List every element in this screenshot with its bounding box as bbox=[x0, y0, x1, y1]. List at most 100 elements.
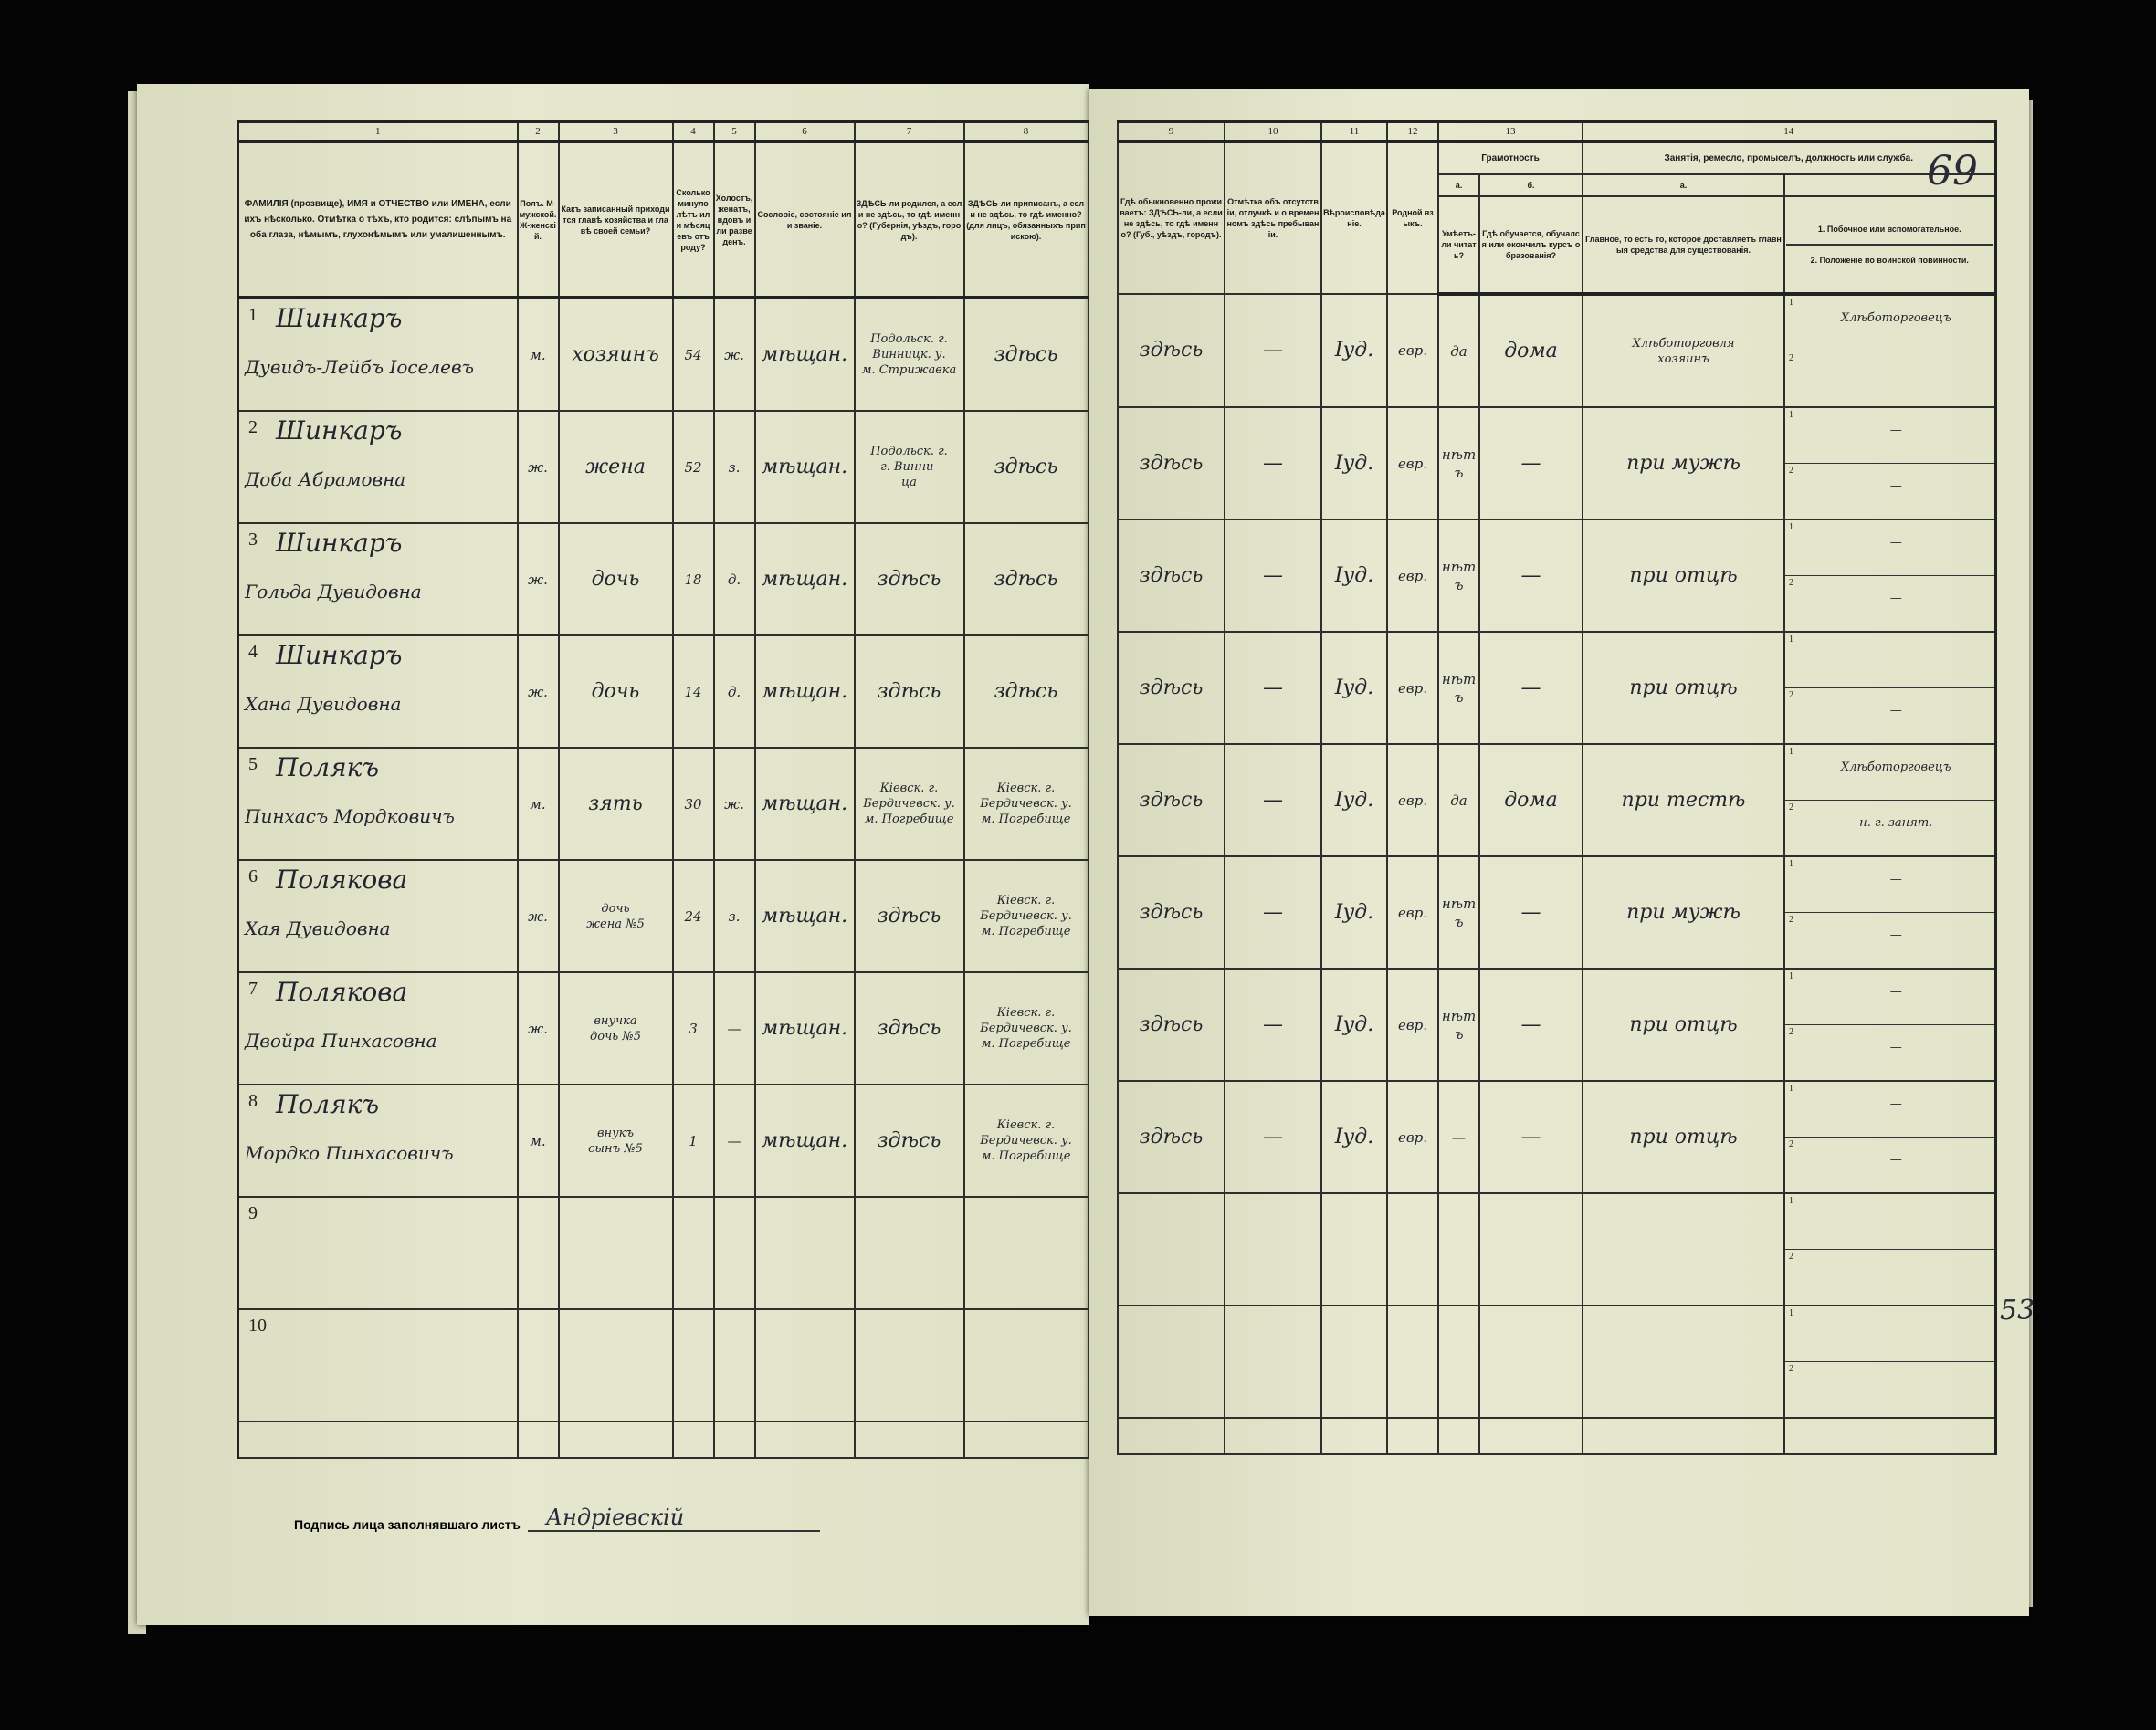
residence-cell: здѣсь bbox=[1117, 743, 1225, 857]
born-cell: здѣсь bbox=[853, 634, 965, 749]
table-row: 4 Шинкаръ Хана Дувидовна ж. дочь 14 д. мѣщан. зд… bbox=[237, 634, 1089, 749]
column-header: Сословіе, состояніе или званіе. bbox=[753, 141, 856, 299]
column-header: Родной языкъ. bbox=[1386, 141, 1439, 295]
person-name-cell: 8 Полякъ Мордко Пинхасовичъ bbox=[237, 1084, 519, 1198]
language-cell: евр. bbox=[1386, 519, 1439, 633]
language-cell bbox=[1386, 1192, 1439, 1306]
registered-cell: Кіевск. г. Бердичевск. у. м. Погребище bbox=[962, 859, 1089, 973]
column-group-occupation: Занятія, ремесло, промыселъ, должность и… bbox=[1582, 141, 1996, 175]
relation-cell: дочь bbox=[557, 634, 674, 749]
column-letter: а. bbox=[1582, 173, 1785, 197]
literate-cell: да bbox=[1437, 743, 1480, 857]
blank-cell bbox=[237, 1421, 519, 1459]
row-number: 1 bbox=[248, 305, 258, 325]
registered-cell: Кіевск. г. Бердичевск. у. м. Погребище bbox=[962, 1084, 1089, 1198]
blank-cell bbox=[1320, 1417, 1388, 1455]
column-header: Гдѣ обучается, обучался или окончилъ кур… bbox=[1478, 195, 1583, 296]
given-name: Пинхасъ Мордковичъ bbox=[245, 805, 455, 827]
sex-cell bbox=[516, 1308, 560, 1422]
relation-cell bbox=[557, 1308, 674, 1422]
column-number: 2 bbox=[516, 120, 560, 143]
marital-cell: д. bbox=[712, 634, 756, 749]
age-cell: 14 bbox=[671, 634, 715, 749]
occupation-cell: Хлѣботорговля хозяинъ bbox=[1582, 293, 1785, 408]
education-cell: — bbox=[1478, 1080, 1583, 1194]
religion-cell: Іуд. bbox=[1320, 519, 1388, 633]
marital-cell: з. bbox=[712, 859, 756, 973]
blank-cell bbox=[1582, 1417, 1785, 1455]
residence-cell: здѣсь bbox=[1117, 1080, 1225, 1194]
sheet-number: 69 bbox=[1927, 148, 1978, 194]
relation-cell: жена bbox=[557, 410, 674, 524]
secondary-occupation-cell: 1 Хлѣботорговецъ 2 н. г. занят. bbox=[1783, 743, 1996, 857]
column-header: Гдѣ обыкновенно проживаетъ: ЗДѢСЬ-ли, а … bbox=[1117, 141, 1225, 295]
secondary-occupation-cell: 1—2— bbox=[1783, 968, 1996, 1082]
row-number: 6 bbox=[248, 866, 258, 886]
secondary-occupation: — bbox=[1889, 648, 1902, 662]
literate-cell: да bbox=[1437, 293, 1480, 408]
age-cell: 30 bbox=[671, 747, 715, 861]
occupation-cell: при мужѣ bbox=[1582, 406, 1785, 520]
secondary-occupation-cell: 1—2— bbox=[1783, 855, 1996, 970]
sex-cell: м. bbox=[516, 747, 560, 861]
column-header: Сколько минуло лѣтъ или мѣсяцевъ отъ род… bbox=[671, 141, 715, 299]
surname: Полякова bbox=[276, 865, 408, 895]
table-row: здѣсь — Іуд. евр. нѣтъ — при отцѣ 1—2— bbox=[1117, 631, 1996, 745]
education-cell bbox=[1478, 1192, 1583, 1306]
blank-cell bbox=[1478, 1417, 1583, 1455]
sex-cell bbox=[516, 1196, 560, 1310]
military-status: — bbox=[1889, 592, 1902, 605]
blank-cell bbox=[962, 1421, 1089, 1459]
sex-cell: ж. bbox=[516, 410, 560, 524]
person-name-cell: 2 Шинкаръ Доба Абрамовна bbox=[237, 410, 519, 524]
absence-cell: — bbox=[1224, 293, 1322, 408]
row-number: 2 bbox=[248, 417, 258, 437]
signature-line: Подпись лица заполнявшаго листъ Андріевс… bbox=[294, 1505, 820, 1532]
occupation-cell bbox=[1582, 1305, 1785, 1419]
column-number: 8 bbox=[962, 120, 1089, 143]
estate-cell: мѣщан. bbox=[753, 747, 856, 861]
estate-cell: мѣщан. bbox=[753, 634, 856, 749]
secondary-occupation: — bbox=[1889, 873, 1902, 886]
estate-cell: мѣщан. bbox=[753, 297, 856, 412]
education-cell: — bbox=[1478, 968, 1583, 1082]
signature-value: Андріевскій bbox=[527, 1505, 820, 1532]
registered-cell: здѣсь bbox=[962, 634, 1089, 749]
literate-cell: нѣтъ bbox=[1437, 631, 1480, 745]
marital-cell: — bbox=[712, 1084, 756, 1198]
language-cell: евр. bbox=[1386, 855, 1439, 970]
registered-cell: Кіевск. г. Бердичевск. у. м. Погребище bbox=[962, 747, 1089, 861]
residence-cell: здѣсь bbox=[1117, 406, 1225, 520]
table-row: здѣсь — Іуд. евр. — — при отцѣ 1—2— bbox=[1117, 1080, 1996, 1194]
person-name-cell: 1 Шинкаръ Дувидъ-Лейбъ Іоселевъ bbox=[237, 297, 519, 412]
absence-cell: — bbox=[1224, 406, 1322, 520]
blank-cell bbox=[712, 1421, 756, 1459]
table-row: здѣсь — Іуд. евр. да дома при тестѣ 1 Хлѣботорго… bbox=[1117, 743, 1996, 857]
estate-cell: мѣщан. bbox=[753, 410, 856, 524]
registered-cell: здѣсь bbox=[962, 297, 1089, 412]
column-number: 4 bbox=[671, 120, 715, 143]
born-cell: Подольск. г. г. Винни- ца bbox=[853, 410, 965, 524]
language-cell bbox=[1386, 1305, 1439, 1419]
religion-cell: Іуд. bbox=[1320, 743, 1388, 857]
age-cell: 52 bbox=[671, 410, 715, 524]
religion-cell: Іуд. bbox=[1320, 406, 1388, 520]
surname: Шинкаръ bbox=[276, 640, 403, 670]
registered-cell bbox=[962, 1308, 1089, 1422]
table-row: 3 Шинкаръ Гольда Дувидовна ж. дочь 18 д. мѣщан.… bbox=[237, 522, 1089, 636]
table-row: 10 bbox=[237, 1308, 1089, 1422]
religion-cell: Іуд. bbox=[1320, 293, 1388, 408]
literate-cell: — bbox=[1437, 1080, 1480, 1194]
table-row: здѣсь — Іуд. евр. нѣтъ — при отцѣ 1—2— bbox=[1117, 519, 1996, 633]
sex-cell: м. bbox=[516, 297, 560, 412]
language-cell: евр. bbox=[1386, 968, 1439, 1082]
secondary-occupation: Хлѣботорговецъ bbox=[1840, 311, 1951, 325]
column-header: Холостъ, женатъ, вдовъ или разведенъ. bbox=[712, 141, 756, 299]
education-cell: — bbox=[1478, 855, 1583, 970]
person-name-cell: 7 Полякова Двойра Пинхасовна bbox=[237, 971, 519, 1085]
registered-cell: Кіевск. г. Бердичевск. у. м. Погребище bbox=[962, 971, 1089, 1085]
surname: Полякъ bbox=[276, 752, 380, 782]
row-number: 8 bbox=[248, 1091, 258, 1111]
born-cell bbox=[853, 1308, 965, 1422]
